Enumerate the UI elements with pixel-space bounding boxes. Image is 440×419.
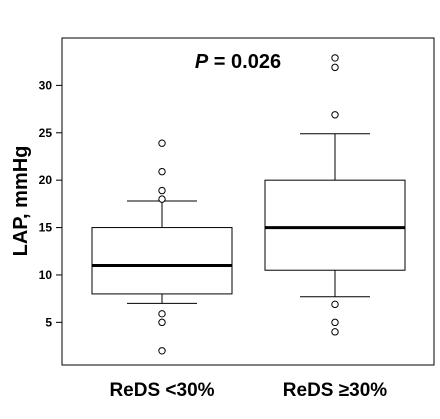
box-group <box>264 54 406 336</box>
outlier-point <box>158 347 166 355</box>
outlier-point <box>158 139 166 147</box>
outlier-point <box>331 63 339 72</box>
y-tick-label: 10 <box>39 268 53 282</box>
p-value-symbol: P <box>195 51 209 73</box>
y-axis-title: LAP, mmHg <box>10 146 32 257</box>
iqr-box <box>91 227 233 295</box>
outlier-point <box>158 186 166 195</box>
y-tick-label: 30 <box>39 78 53 92</box>
y-tick-label: 25 <box>39 126 53 140</box>
iqr-box <box>264 179 406 271</box>
outlier-point <box>331 318 339 327</box>
outlier-point <box>331 300 339 309</box>
box-group <box>91 139 233 355</box>
outlier-point <box>158 310 166 318</box>
y-tick-label: 15 <box>39 221 53 235</box>
y-axis: 5 10 15 20 25 30 <box>39 78 62 329</box>
x-axis-labels: ReDS <30% ReDS ≥30% <box>109 380 387 401</box>
outlier-point <box>331 328 339 336</box>
x-category-label: ReDS ≥30% <box>283 380 388 401</box>
p-value-text: = 0.026 <box>208 51 281 73</box>
outlier-point <box>158 318 166 327</box>
outlier-point <box>158 167 166 176</box>
y-tick-label: 5 <box>45 315 52 329</box>
y-tick-label: 20 <box>39 173 53 187</box>
boxes-group <box>91 54 406 355</box>
outlier-point <box>331 111 339 119</box>
outlier-point <box>158 195 166 203</box>
plot-frame <box>61 37 435 366</box>
outlier-point <box>331 54 339 62</box>
p-value-annotation: P = 0.026 <box>195 51 281 73</box>
x-category-label: ReDS <30% <box>109 380 214 401</box>
